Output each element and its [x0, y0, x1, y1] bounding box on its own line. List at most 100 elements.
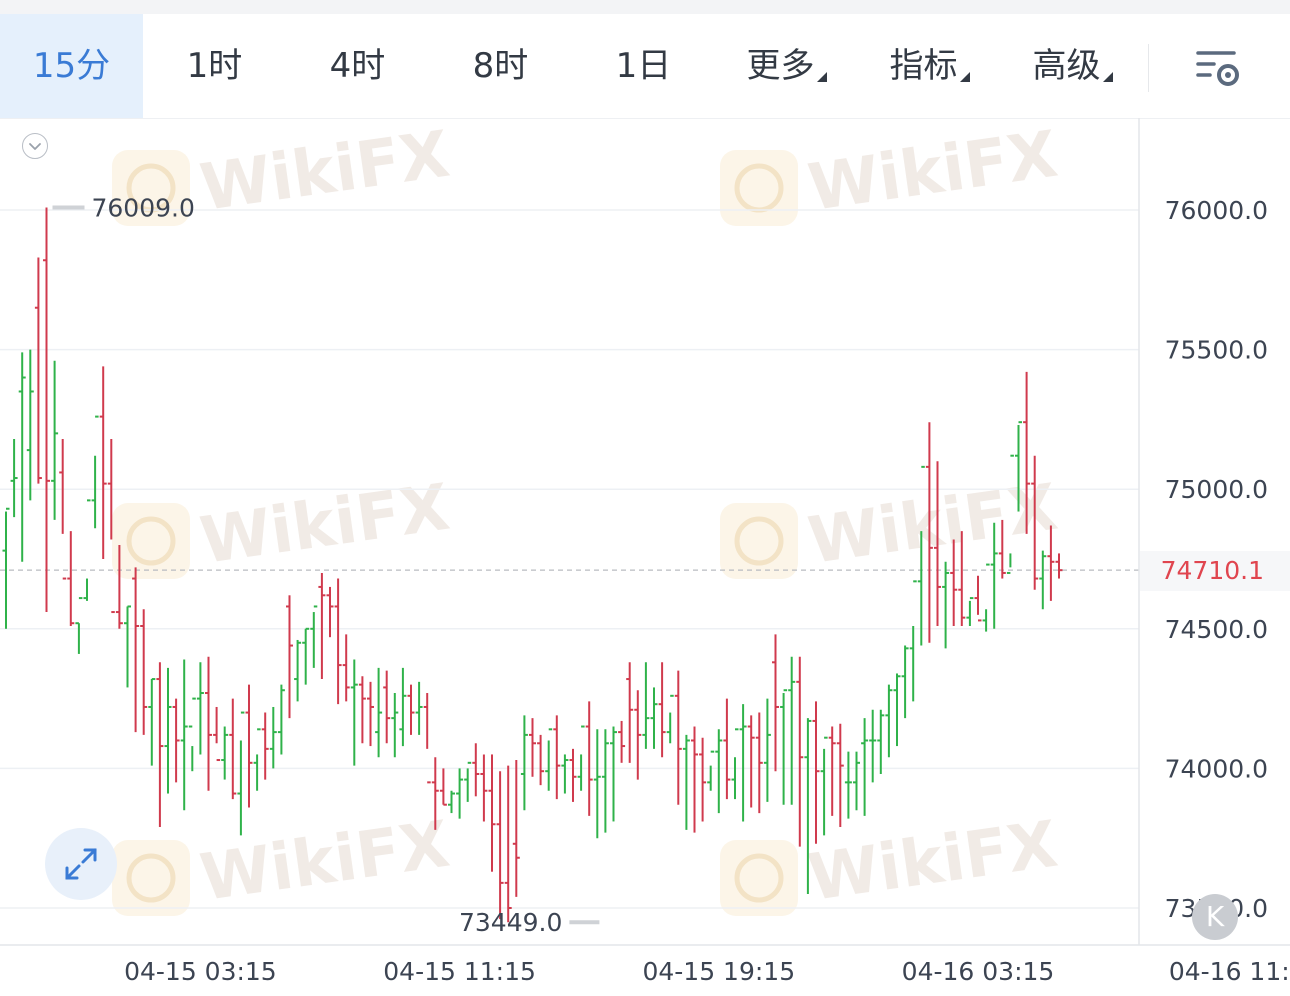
ohlc-bar [391, 693, 399, 758]
ohlc-bar [34, 257, 42, 484]
ohlc-bar [205, 656, 212, 791]
ohlc-bar [763, 698, 771, 802]
ohlc-bar [472, 743, 480, 797]
ohlc-bar [115, 545, 123, 629]
timeframe-toolbar: 15分 1时 4时 8时 1日 更多 指标 高级 [0, 14, 1290, 119]
ohlc-bar [820, 736, 828, 836]
tab-1h[interactable]: 1时 [143, 14, 286, 118]
watermark-logo-ring [126, 853, 176, 903]
watermark-logo-ring [126, 516, 176, 566]
top-strip [0, 0, 1290, 14]
ohlc-bar [164, 667, 172, 794]
ohlc-bar [221, 726, 229, 780]
ohlc-bar [723, 698, 731, 800]
ohlc-bar [812, 701, 820, 844]
ohlc-bar [407, 684, 415, 735]
ohlc-bar [869, 709, 877, 783]
high-price-label: 76009.0 [92, 193, 195, 222]
toolbar-divider [1148, 44, 1149, 92]
watermark-logo-icon [720, 150, 798, 226]
ohlc-bar [439, 768, 447, 806]
ohlc-bar [1039, 550, 1047, 610]
ohlc-bar [601, 729, 609, 833]
ohlc-bar [512, 760, 520, 897]
ohlc-bar [747, 715, 755, 808]
ohlc-bar [828, 726, 836, 816]
tab-indicators[interactable]: 指标 [858, 14, 1001, 118]
ohlc-bar [148, 678, 156, 766]
current-price-tag-bg [1140, 551, 1290, 591]
ohlc-bar [658, 662, 666, 758]
ohlc-bar [99, 366, 107, 559]
tab-4h[interactable]: 4时 [286, 14, 429, 118]
ohlc-bar [715, 729, 723, 814]
ohlc-bar [796, 656, 804, 847]
ohlc-bar [739, 704, 747, 822]
ohlc-bar [91, 415, 99, 529]
tab-label: 15分 [32, 46, 111, 86]
ohlc-bar [610, 726, 617, 822]
ohlc-bar [529, 718, 536, 777]
expand-button[interactable] [45, 828, 117, 900]
dropdown-caret-icon [1102, 72, 1113, 82]
ohlc-bar [172, 698, 180, 783]
ohlc-bar [334, 578, 342, 705]
price-tick-label: 76000.0 [1165, 196, 1268, 225]
ohlc-bar [261, 712, 269, 780]
ohlc-bar [861, 718, 869, 816]
ohlc-bar [520, 715, 528, 811]
ohlc-bar [1055, 553, 1063, 579]
time-tick-label: 04-16 03:15 [902, 957, 1055, 986]
tab-15min[interactable]: 15分 [0, 14, 143, 118]
watermark: WikiFX [720, 808, 1062, 916]
tab-advanced[interactable]: 高级 [1001, 14, 1144, 118]
watermark-logo-icon [112, 150, 190, 226]
ohlc-bar [682, 734, 690, 830]
tab-more[interactable]: 更多 [715, 14, 858, 118]
tab-label: 4时 [329, 46, 386, 86]
ohlc-bar [358, 676, 366, 744]
ohlc-bar [804, 718, 812, 895]
tab-label: 8时 [472, 46, 529, 86]
ohlc-bar [650, 687, 658, 749]
collapse-toggle[interactable] [22, 133, 48, 159]
ohlc-bar [885, 684, 893, 758]
ohlc-bar [423, 693, 431, 784]
watermark-logo-ring [734, 516, 784, 566]
ohlc-bar [853, 751, 860, 811]
tab-8h[interactable]: 8时 [429, 14, 572, 118]
ohlc-bar [925, 422, 933, 643]
ohlc-bar [569, 748, 577, 802]
ohlc-bar [942, 561, 950, 649]
ohlc-bar [180, 659, 188, 811]
ohlc-bar [844, 751, 852, 819]
ohlc-bar [618, 720, 626, 763]
ohlc-bar [909, 580, 917, 702]
watermark-text: WikiFX [804, 471, 1062, 579]
ohlc-bar [545, 728, 553, 791]
ohlc-bar [286, 595, 293, 719]
ohlc-bar [269, 706, 277, 769]
ohlc-bar [917, 465, 925, 646]
tab-1d[interactable]: 1日 [572, 14, 715, 118]
ohlc-bar [1031, 455, 1039, 590]
chart-settings-icon[interactable] [1194, 48, 1242, 88]
watermark-logo-icon [112, 503, 190, 579]
tab-label: 1时 [186, 46, 243, 86]
ohlc-bar [245, 684, 253, 808]
low-price-label: 73449.0 [459, 908, 562, 937]
ohlc-bar [561, 754, 569, 794]
time-tick-label: 04-15 03:15 [124, 957, 277, 986]
ohlc-bar [642, 662, 650, 749]
time-axis: 04-15 03:15 04-15 11:15 04-15 19:15 04-16 0… [124, 957, 1290, 986]
watermark: WikiFX [112, 471, 454, 579]
ohlc-bar [43, 207, 50, 613]
ohlc-bar [893, 673, 901, 747]
watermark-logo-icon [720, 503, 798, 579]
ohlc-bar [124, 605, 131, 688]
k-button[interactable]: K [1192, 894, 1238, 940]
ohlc-bar [496, 771, 504, 920]
ohlc-bar [958, 531, 966, 627]
